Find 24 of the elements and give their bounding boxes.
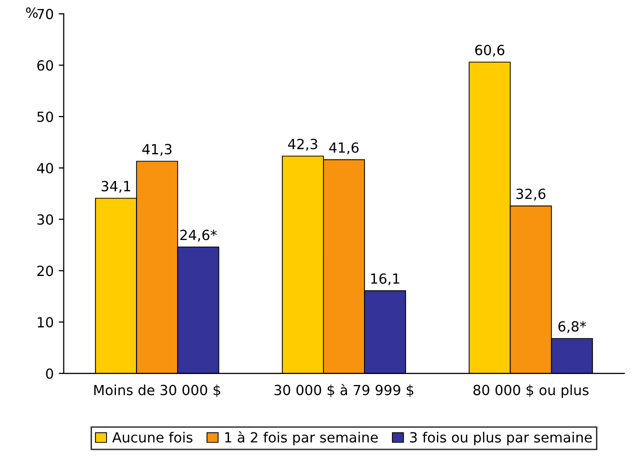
y-tick-label: 60: [37, 60, 54, 71]
data-label: 41,3: [142, 144, 172, 156]
x-tick-label: 80 000 $ ou plus: [473, 384, 589, 398]
data-label: 16,1: [371, 273, 400, 286]
data-label: 34,1: [102, 180, 130, 193]
y-tick-label: 10: [38, 317, 54, 328]
y-tick-label: 50: [37, 112, 54, 122]
data-label: 6,8*: [558, 321, 586, 334]
legend-label: 1 à 2 fois par semaine: [225, 431, 378, 446]
y-tick-label: 70: [37, 8, 54, 20]
data-label: 42,3: [288, 138, 318, 151]
data-label: 41,6: [329, 142, 359, 154]
data-label: 24,6*: [180, 230, 217, 242]
y-axis-title: %: [26, 7, 38, 18]
y-tick-label: 20: [37, 266, 54, 276]
y-tick-label: 30: [37, 214, 54, 225]
y-tick-label: 40: [36, 162, 54, 174]
legend-label: 3 fois ou plus par semaine: [410, 432, 592, 446]
x-tick-label: 30 000 $ à 79 999 $: [274, 384, 414, 398]
data-label: 32,6: [516, 188, 546, 201]
data-label: 60,6: [475, 44, 504, 57]
legend-label: Aucune fois: [112, 432, 192, 443]
x-tick-label: Moins de 30 000 $: [94, 384, 220, 398]
y-tick-label: 0: [46, 368, 54, 379]
